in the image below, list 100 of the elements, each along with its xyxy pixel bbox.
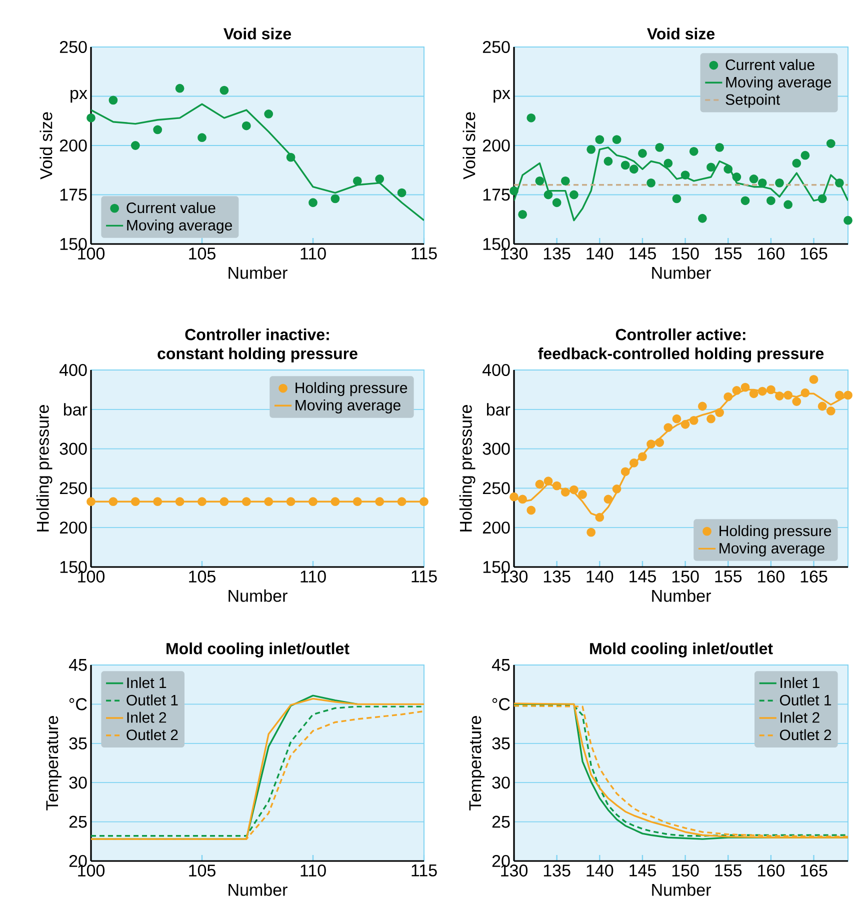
- point: [604, 494, 613, 504]
- point: [510, 186, 518, 196]
- point: [680, 170, 690, 180]
- x-tick-label: 145: [630, 248, 656, 260]
- y-axis-title: Holding pressure: [459, 405, 476, 532]
- point: [153, 125, 162, 134]
- point: [86, 113, 96, 122]
- point: [655, 438, 664, 447]
- x-tick-label: 165: [800, 570, 828, 583]
- point: [792, 397, 802, 406]
- y-tick-label: 25: [492, 816, 510, 828]
- point: [604, 156, 613, 166]
- x-tick-label: 145: [630, 570, 656, 582]
- point: [766, 196, 776, 206]
- legend-label: Outlet 1: [780, 694, 832, 706]
- point: [818, 402, 827, 411]
- legend-label: Moving average: [726, 76, 832, 90]
- x-tick-label: 150: [672, 248, 699, 260]
- point: [646, 178, 656, 188]
- point: [220, 86, 229, 95]
- point: [198, 133, 206, 142]
- point: [826, 406, 836, 416]
- y-tick-label: 150: [60, 560, 87, 574]
- point: [834, 178, 844, 188]
- y-tick-label: 250: [60, 40, 87, 54]
- y-tick-label: 20: [492, 854, 510, 868]
- point: [330, 194, 340, 204]
- point: [775, 392, 784, 400]
- x-axis-title: Number: [228, 883, 288, 896]
- point: [698, 214, 707, 223]
- x-tick-label: 130: [501, 570, 528, 583]
- point: [286, 152, 296, 162]
- legend-label: Inlet 2: [127, 712, 166, 723]
- point: [732, 172, 742, 182]
- x-tick-label: 130: [501, 248, 528, 260]
- x-axis-title: Number: [228, 266, 288, 279]
- x-tick-label: 130: [501, 864, 528, 877]
- x-tick-label: 165: [800, 248, 828, 260]
- point: [689, 416, 698, 425]
- x-axis-title: Number: [228, 589, 288, 602]
- x-tick-label: 105: [189, 864, 216, 877]
- point: [672, 414, 682, 424]
- point: [818, 194, 827, 204]
- y-tick-label: 200: [60, 522, 87, 534]
- legend-label: Current value: [126, 202, 216, 214]
- point: [732, 386, 742, 395]
- line-series: [91, 103, 424, 222]
- point: [595, 135, 604, 144]
- y-axis-title: Holding pressure: [36, 405, 52, 532]
- point: [560, 176, 570, 186]
- point: [715, 143, 724, 152]
- point: [242, 121, 251, 130]
- point: [535, 480, 544, 489]
- legend-label: Holding pressure: [296, 382, 408, 396]
- legend-label: Moving average: [720, 542, 824, 556]
- point: [552, 198, 562, 208]
- y-tick-label: 250: [482, 482, 510, 494]
- chart-title: Void size: [647, 28, 715, 40]
- point: [715, 408, 724, 417]
- point: [308, 198, 318, 208]
- point: [264, 110, 274, 118]
- point: [544, 190, 553, 200]
- point: [535, 176, 544, 186]
- legend-label: Inlet 1: [127, 677, 166, 688]
- point: [612, 135, 622, 144]
- point: [544, 476, 553, 486]
- y-tick-label: 20: [69, 854, 87, 868]
- legend-label: Inlet 1: [780, 677, 820, 688]
- x-tick-label: 110: [300, 864, 326, 877]
- x-tick-label: 150: [672, 864, 699, 877]
- x-tick-label: 160: [758, 248, 784, 260]
- point: [629, 458, 638, 468]
- y-tick-label: °C: [492, 698, 510, 710]
- x-tick-label: 140: [586, 864, 614, 877]
- x-tick-label: 115: [412, 570, 437, 582]
- y-tick-label: 400: [59, 364, 87, 376]
- point: [570, 485, 578, 494]
- legend-label: Outlet 2: [126, 729, 178, 740]
- x-tick-label: 115: [412, 248, 437, 260]
- point: [526, 113, 536, 122]
- point: [560, 488, 570, 497]
- point: [740, 382, 750, 392]
- point: [620, 467, 630, 476]
- y-tick-label: 300: [60, 442, 87, 455]
- point: [586, 144, 596, 154]
- point: [595, 512, 604, 522]
- point: [518, 494, 528, 504]
- y-tick-label: 150: [483, 560, 510, 574]
- y-tick-label: °C: [69, 698, 87, 710]
- y-tick-label: 30: [492, 776, 510, 789]
- x-tick-label: 135: [544, 248, 570, 260]
- point: [834, 390, 844, 400]
- point: [766, 385, 776, 394]
- point: [706, 162, 716, 172]
- y-tick-label: 400: [482, 364, 510, 376]
- point: [175, 84, 184, 93]
- y-axis-title: Void size: [462, 112, 476, 180]
- x-tick-label: 110: [300, 570, 326, 583]
- x-tick-label: 160: [758, 864, 784, 877]
- x-axis-title: Number: [652, 266, 711, 279]
